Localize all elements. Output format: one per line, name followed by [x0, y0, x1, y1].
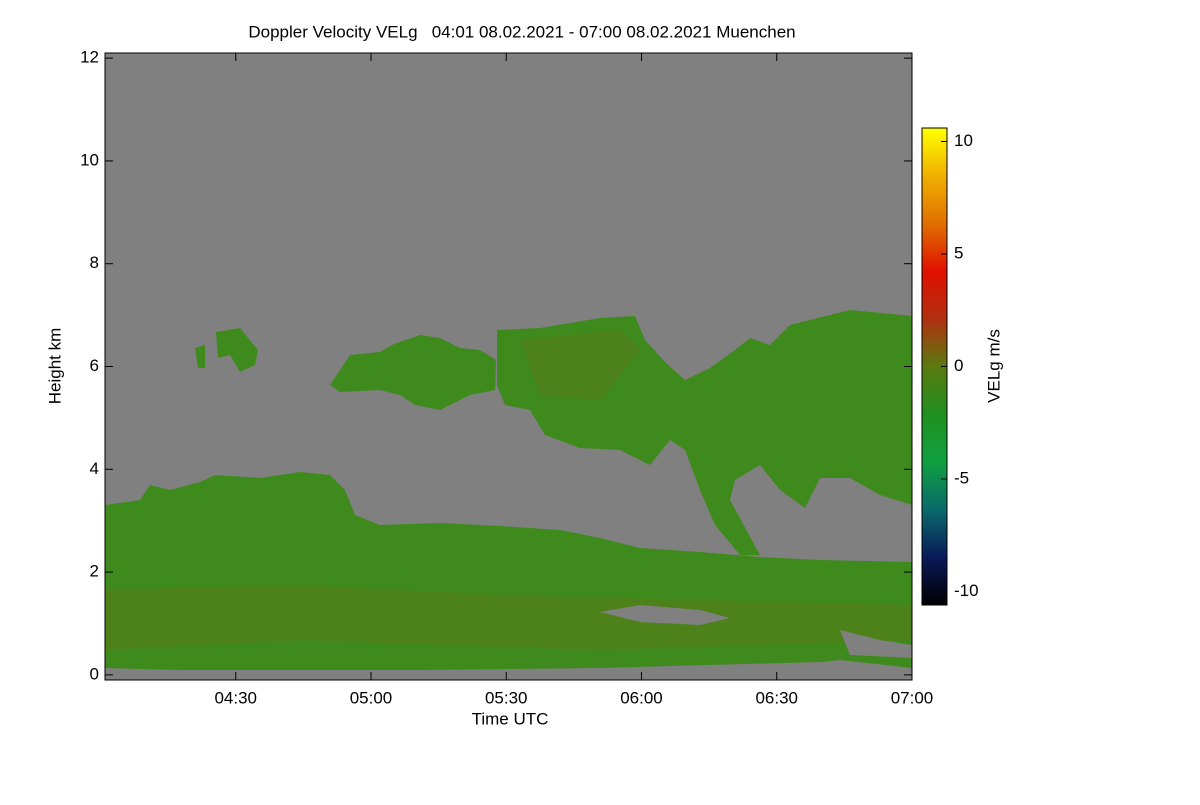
x-tick-label: 06:30 — [755, 688, 798, 707]
colorbar-tick-label: -5 — [954, 468, 969, 487]
y-tick-label: 4 — [90, 459, 99, 478]
colorbar-tick-label: -10 — [954, 581, 979, 600]
y-tick-label: 10 — [80, 150, 99, 169]
upper-cloud-shade — [520, 330, 640, 400]
y-axis-label: Height km — [45, 328, 64, 405]
chart-title: Doppler Velocity VELg 04:01 08.02.2021 -… — [248, 22, 795, 41]
colorbar-tick-label: 10 — [954, 131, 973, 150]
x-axis-label: Time UTC — [472, 709, 549, 728]
upper-cloud — [216, 328, 258, 372]
low-cloud-shade — [105, 585, 912, 650]
y-tick-label: 0 — [90, 664, 99, 683]
x-tick-label: 05:00 — [350, 688, 393, 707]
upper-cloud — [195, 345, 205, 368]
x-tick-label: 07:00 — [891, 688, 934, 707]
x-tick-label: 04:30 — [214, 688, 257, 707]
y-tick-label: 2 — [90, 562, 99, 581]
colorbar-tick-label: 0 — [954, 356, 963, 375]
y-tick-label: 12 — [80, 48, 99, 67]
x-tick-label: 06:00 — [620, 688, 663, 707]
upper-cloud — [330, 335, 496, 410]
y-tick-label: 6 — [90, 356, 99, 375]
colorbar-tick-label: 5 — [954, 243, 963, 262]
x-tick-label: 05:30 — [485, 688, 528, 707]
y-tick-label: 8 — [90, 253, 99, 272]
gap — [600, 605, 730, 625]
gap — [840, 630, 912, 658]
echo-field — [105, 310, 912, 670]
colorbar-label: VELg m/s — [984, 329, 1003, 403]
